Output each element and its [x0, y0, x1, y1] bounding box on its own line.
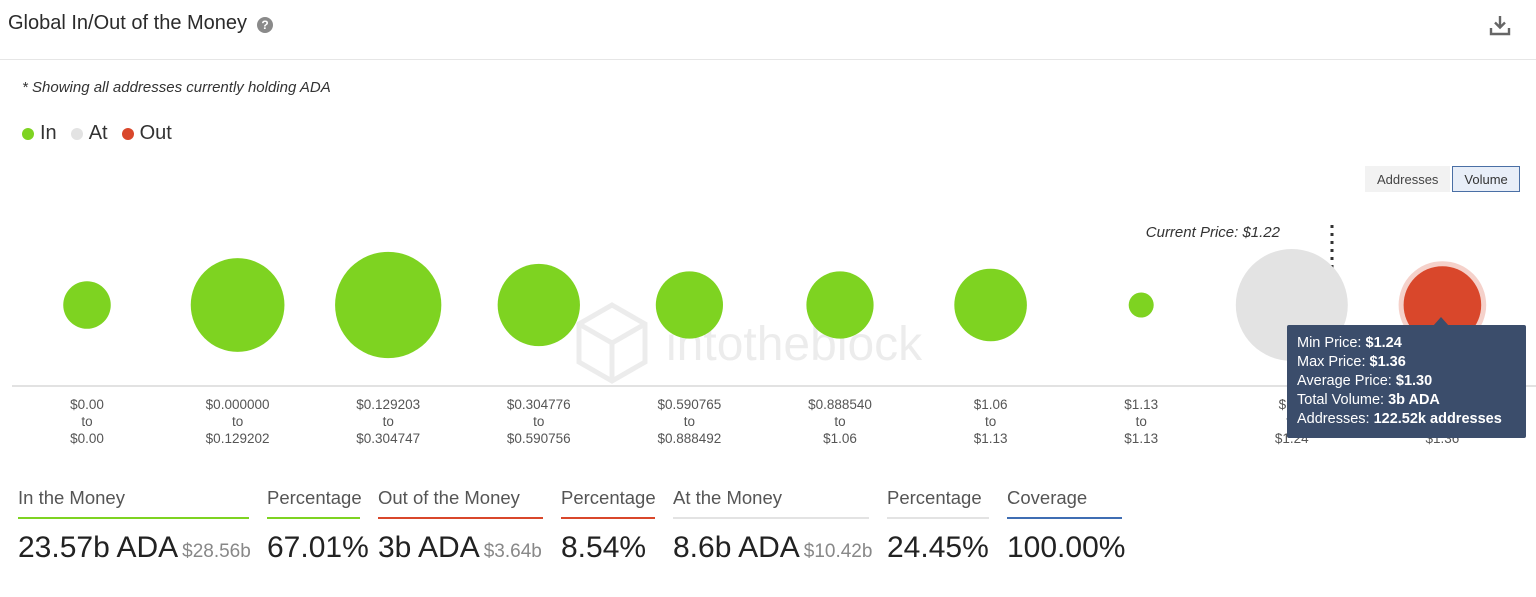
stat-value: 8.6b ADA $10.42b — [673, 531, 873, 564]
x-tick-label: $1.13 — [1124, 397, 1158, 412]
tooltip-arrow — [1433, 317, 1449, 326]
bubble-in[interactable] — [190, 258, 285, 352]
holding-note: * Showing all addresses currently holdin… — [22, 79, 331, 96]
stat-value: 24.45% — [887, 531, 989, 564]
x-tick-label: $0.00 — [70, 397, 104, 412]
x-tick-label: $0.304747 — [356, 431, 420, 446]
x-tick-label: to — [834, 414, 845, 429]
x-tick-label: $0.00 — [70, 431, 104, 446]
x-tick-label: $0.888540 — [808, 397, 872, 412]
stat-label: Percentage — [887, 487, 989, 519]
tooltip-addresses: Addresses: 122.52k addresses — [1297, 411, 1502, 427]
legend-item-out[interactable]: Out — [121, 122, 172, 145]
stat-at-percentage: Percentage 24.45% — [887, 487, 989, 565]
legend-label-at: At — [88, 122, 108, 144]
stat-coverage: Coverage 100.00% — [1007, 487, 1126, 565]
x-tick-label: $0.590756 — [507, 431, 571, 446]
stat-label: Coverage — [1007, 487, 1122, 519]
x-tick-label: $1.06 — [823, 431, 857, 446]
legend-label-out: Out — [139, 122, 172, 144]
legend-dot-in — [22, 127, 34, 140]
stat-in-percentage: Percentage 67.01% — [267, 487, 369, 565]
question-circle-icon[interactable]: ? — [257, 17, 273, 33]
x-tick-label: $0.129203 — [356, 397, 420, 412]
volume-toggle-button[interactable]: Volume — [1452, 166, 1520, 192]
x-tick-label: $0.000000 — [206, 397, 270, 412]
stat-in-the-money: In the Money 23.57b ADA $28.56b — [18, 487, 251, 565]
metric-toggle: Addresses Volume — [1365, 166, 1520, 192]
stat-value: 23.57b ADA $28.56b — [18, 531, 251, 564]
tooltip-max-price: Max Price: $1.36 — [1297, 354, 1406, 370]
bubble-in[interactable] — [1128, 292, 1154, 318]
stat-out-percentage: Percentage 8.54% — [561, 487, 656, 565]
widget-title: Global In/Out of the Money — [8, 12, 248, 34]
watermark-cube-icon — [576, 302, 648, 384]
legend-item-in[interactable]: In — [22, 122, 57, 145]
tooltip-min-price: Min Price: $1.24 — [1297, 335, 1402, 351]
x-tick-label: $0.590765 — [657, 397, 721, 412]
x-tick-label: to — [1136, 414, 1147, 429]
stat-label: In the Money — [18, 487, 249, 519]
x-tick-label: $0.304776 — [507, 397, 571, 412]
bubble-in[interactable] — [655, 271, 724, 339]
stat-label: Percentage — [561, 487, 656, 519]
bubble-in[interactable] — [954, 268, 1027, 342]
stat-value: 8.54% — [561, 531, 647, 564]
x-tick-label: $1.13 — [1124, 431, 1158, 446]
widget-header: Global In/Out of the Money ? — [0, 0, 1536, 60]
x-tick-label: $0.888492 — [657, 431, 721, 446]
x-tick-label: to — [81, 414, 92, 429]
bubble-in[interactable] — [497, 263, 580, 347]
stat-value: 67.01% — [267, 531, 369, 564]
tooltip-total-volume: Total Volume: 3b ADA — [1297, 392, 1440, 408]
bubble-in[interactable] — [335, 251, 442, 359]
x-tick-label: to — [533, 414, 544, 429]
x-tick-label: to — [985, 414, 996, 429]
x-tick-label: to — [684, 414, 695, 429]
x-tick-label: $1.13 — [974, 431, 1008, 446]
stat-out-of-the-money: Out of the Money 3b ADA $3.64b — [378, 487, 543, 565]
download-icon[interactable] — [1488, 13, 1512, 37]
stat-at-the-money: At the Money 8.6b ADA $10.42b — [673, 487, 873, 565]
stat-value: 3b ADA $3.64b — [378, 531, 542, 564]
bubbles-layer — [63, 249, 1487, 361]
legend-dot-at — [70, 127, 83, 140]
current-price-label: Current Price: $1.22 — [1146, 224, 1281, 241]
chart-legend: In At Out — [22, 122, 172, 145]
stat-label: Out of the Money — [378, 487, 543, 519]
tooltip-average-price: Average Price: $1.30 — [1297, 373, 1433, 389]
addresses-toggle-button[interactable]: Addresses — [1365, 166, 1451, 192]
x-tick-label: to — [383, 414, 394, 429]
bubble-in[interactable] — [806, 271, 874, 339]
bubble-in[interactable] — [63, 281, 111, 329]
stat-label: Percentage — [267, 487, 362, 519]
legend-item-at[interactable]: At — [70, 122, 108, 145]
bubble-tooltip: Min Price: $1.24 Max Price: $1.36 Averag… — [1287, 325, 1526, 438]
x-tick-label: to — [232, 414, 243, 429]
legend-dot-out — [121, 127, 134, 140]
stat-label: At the Money — [673, 487, 869, 519]
x-tick-label: $1.06 — [974, 397, 1008, 412]
stat-value: 100.00% — [1007, 531, 1126, 564]
x-tick-label: $0.129202 — [206, 431, 270, 446]
bubble-chart: intotheblock Current Price: $1.22 $0.00t… — [12, 224, 1536, 446]
legend-label-in: In — [40, 122, 57, 144]
x-tick-labels: $0.00 to $0.00 $0.000000 to $0.129202 $0.12920… — [70, 397, 1459, 446]
bubble-out[interactable] — [1403, 266, 1482, 344]
